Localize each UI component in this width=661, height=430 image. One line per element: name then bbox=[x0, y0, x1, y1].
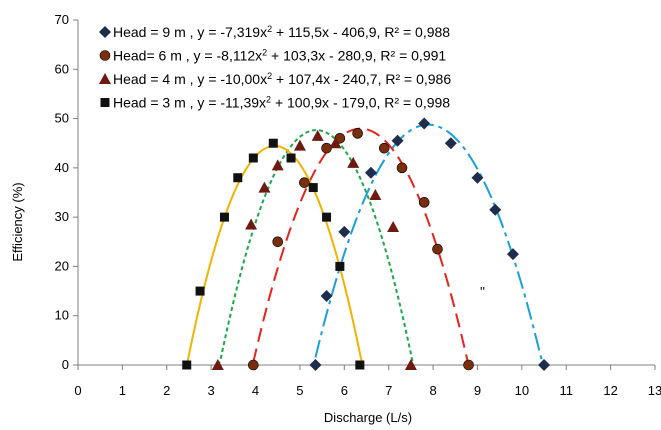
fit-curve-series-1 bbox=[314, 123, 547, 366]
x-tick-label: 11 bbox=[559, 383, 573, 398]
y-axis-label: Efficiency (%) bbox=[10, 182, 25, 261]
data-point-series-3 bbox=[311, 129, 324, 141]
x-tick-label: 10 bbox=[515, 383, 529, 398]
y-tick-label: 70 bbox=[55, 12, 69, 27]
y-tick-label: 30 bbox=[55, 209, 69, 224]
data-markers bbox=[182, 117, 551, 371]
data-point-series-3 bbox=[404, 359, 417, 370]
data-point-series-4 bbox=[233, 173, 243, 183]
data-point-series-1 bbox=[309, 359, 322, 371]
data-point-series-1 bbox=[471, 171, 484, 184]
data-point-series-1 bbox=[506, 248, 519, 261]
data-point-series-1 bbox=[444, 137, 457, 150]
x-tick-label: 9 bbox=[474, 383, 481, 398]
data-point-series-2 bbox=[299, 177, 310, 188]
data-point-series-2 bbox=[418, 197, 430, 208]
fit-curves bbox=[185, 123, 547, 366]
data-point-series-4 bbox=[219, 212, 229, 222]
legend-entry-series-3: Head = 4 m , y = -10,00x2 + 107,4x - 240… bbox=[113, 71, 451, 87]
data-point-series-2 bbox=[396, 162, 408, 174]
fit-curve-series-4 bbox=[185, 144, 364, 366]
legend-entry-series-4: Head = 3 m , y = -11,39x2 + 100,9x - 179… bbox=[113, 95, 450, 111]
fit-curve-series-2 bbox=[252, 127, 472, 366]
data-point-series-1 bbox=[391, 134, 404, 147]
legend-entry-series-2: Head= 6 m , y = -8,112x2 + 103,3x - 280,… bbox=[113, 48, 446, 64]
data-point-series-4 bbox=[322, 212, 332, 222]
legend-marker-series-3 bbox=[99, 73, 111, 84]
data-point-series-1 bbox=[418, 117, 431, 130]
y-tick-label: 0 bbox=[62, 357, 69, 372]
x-tick-label: 8 bbox=[429, 383, 436, 398]
data-point-series-4 bbox=[335, 261, 345, 271]
data-point-series-2 bbox=[463, 359, 474, 371]
data-point-series-3 bbox=[329, 137, 342, 149]
data-point-series-1 bbox=[364, 166, 377, 179]
data-point-series-1 bbox=[538, 359, 551, 371]
legend-marker-series-2 bbox=[99, 50, 111, 61]
legend-entry-series-1: Head = 9 m , y = -7,319x2 + 115,5x - 406… bbox=[113, 24, 450, 40]
y-tick-label: 60 bbox=[55, 61, 69, 76]
data-point-series-3 bbox=[245, 218, 258, 230]
data-point-series-2 bbox=[272, 236, 284, 248]
legend-marker-series-4 bbox=[100, 98, 110, 107]
data-point-series-3 bbox=[258, 181, 271, 193]
data-point-series-4 bbox=[195, 286, 205, 296]
data-point-series-2 bbox=[432, 243, 443, 255]
x-axis-label: Discharge (L/s) bbox=[324, 410, 412, 425]
stray-annotation: '' bbox=[480, 284, 485, 299]
y-tick-label: 50 bbox=[55, 111, 69, 126]
data-point-series-2 bbox=[378, 142, 390, 154]
data-point-series-4 bbox=[268, 138, 278, 148]
data-point-series-4 bbox=[355, 360, 365, 370]
x-tick-label: 4 bbox=[252, 383, 259, 398]
data-point-series-1 bbox=[338, 225, 351, 238]
y-tick-label: 10 bbox=[55, 308, 69, 323]
legend: Head = 9 m , y = -7,319x2 + 115,5x - 406… bbox=[99, 24, 451, 111]
y-tick-label: 20 bbox=[55, 258, 69, 273]
data-point-series-3 bbox=[211, 359, 224, 370]
data-point-series-3 bbox=[271, 159, 284, 171]
data-point-series-2 bbox=[248, 359, 259, 371]
data-point-series-4 bbox=[286, 153, 296, 163]
data-point-series-2 bbox=[352, 128, 363, 139]
x-tick-label: 7 bbox=[385, 383, 392, 398]
data-point-series-3 bbox=[387, 221, 400, 232]
x-tick-label: 6 bbox=[341, 383, 348, 398]
x-tick-label: 12 bbox=[603, 383, 617, 398]
legend-marker-series-1 bbox=[99, 26, 111, 38]
x-tick-label: 1 bbox=[119, 383, 126, 398]
x-tick-label: 2 bbox=[163, 383, 170, 398]
data-point-series-4 bbox=[182, 360, 192, 370]
x-tick-label: 13 bbox=[648, 383, 661, 398]
fit-curve-series-3 bbox=[216, 129, 415, 366]
x-tick-label: 0 bbox=[74, 383, 81, 398]
data-point-series-4 bbox=[248, 153, 258, 163]
data-point-series-3 bbox=[369, 188, 382, 200]
data-point-series-4 bbox=[308, 183, 318, 193]
x-tick-label: 5 bbox=[296, 383, 303, 398]
x-tick-label: 3 bbox=[208, 383, 215, 398]
data-point-series-3 bbox=[293, 139, 306, 151]
y-tick-label: 40 bbox=[55, 160, 69, 175]
data-point-series-3 bbox=[347, 156, 360, 168]
data-point-series-1 bbox=[320, 290, 333, 302]
data-point-series-1 bbox=[489, 203, 502, 216]
